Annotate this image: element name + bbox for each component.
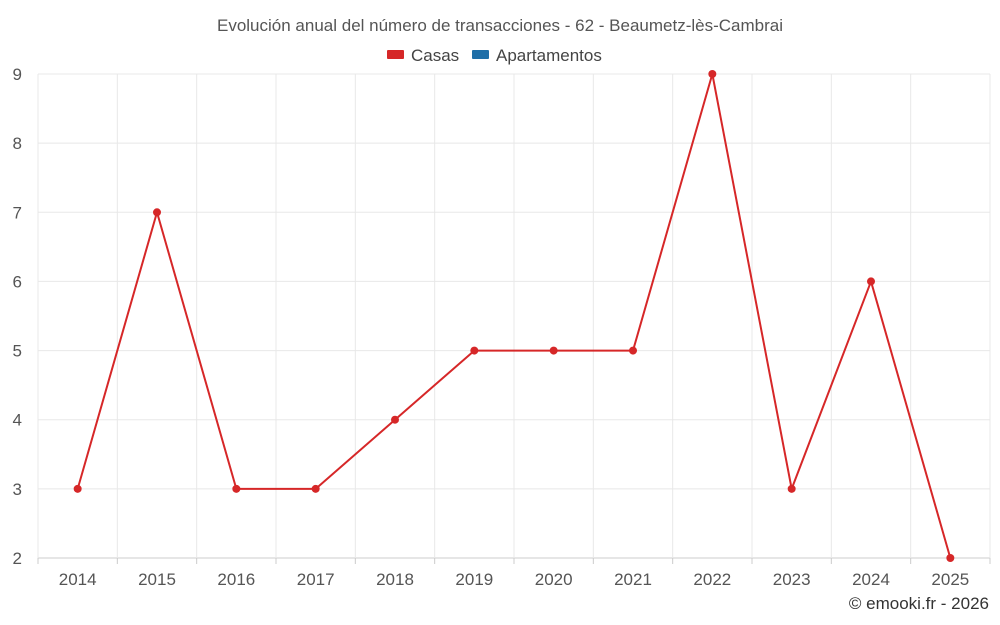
data-point[interactable] (232, 484, 241, 493)
x-tick-label: 2018 (376, 570, 414, 589)
x-tick-label: 2025 (931, 570, 969, 589)
y-tick-label: 7 (13, 203, 22, 222)
x-tick-label: 2014 (59, 570, 97, 589)
data-point[interactable] (311, 484, 320, 493)
x-tick-label: 2022 (693, 570, 731, 589)
grid (37, 73, 991, 564)
x-tick-label: 2019 (455, 570, 493, 589)
data-point[interactable] (73, 484, 82, 493)
chart-title: Evolución anual del número de transaccio… (217, 16, 783, 35)
x-tick-label: 2016 (217, 570, 255, 589)
data-point[interactable] (153, 208, 161, 217)
x-tick-label: 2024 (852, 570, 890, 589)
y-tick-label: 6 (13, 272, 22, 291)
data-point[interactable] (867, 277, 875, 286)
y-tick-label: 5 (13, 342, 22, 361)
x-tick-label: 2017 (297, 570, 335, 589)
data-point[interactable] (708, 70, 717, 78)
data-point[interactable] (391, 415, 399, 424)
series-line-casas (76, 73, 952, 559)
data-point[interactable] (549, 346, 558, 355)
data-point[interactable] (470, 346, 479, 355)
legend-label-casas[interactable]: Casas (411, 46, 459, 65)
x-tick-label: 2023 (773, 570, 811, 589)
x-tick-label: 2015 (138, 570, 176, 589)
y-tick-label: 3 (13, 480, 22, 499)
y-tick-label: 9 (13, 65, 22, 84)
y-tick-label: 2 (13, 549, 22, 568)
y-tick-label: 4 (13, 411, 22, 430)
data-point[interactable] (787, 484, 796, 493)
data-point[interactable] (946, 554, 955, 562)
credit-text: © emooki.fr - 2026 (849, 594, 989, 613)
y-axis-ticks: 2 3 4 5 6 7 8 9 (13, 65, 22, 568)
x-tick-label: 2021 (614, 570, 652, 589)
legend-label-apartamentos[interactable]: Apartamentos (496, 46, 602, 65)
legend: Casas Apartamentos (387, 46, 602, 65)
x-axis-ticks: 2014 2015 2016 2017 2018 2019 2020 2021 2022 2023… (59, 570, 969, 589)
y-tick-label: 8 (13, 134, 22, 153)
legend-swatch-casas[interactable] (387, 50, 404, 59)
legend-swatch-apartamentos[interactable] (472, 50, 489, 59)
data-point[interactable] (629, 346, 637, 355)
series-group (73, 70, 955, 562)
x-tick-label: 2020 (535, 570, 573, 589)
